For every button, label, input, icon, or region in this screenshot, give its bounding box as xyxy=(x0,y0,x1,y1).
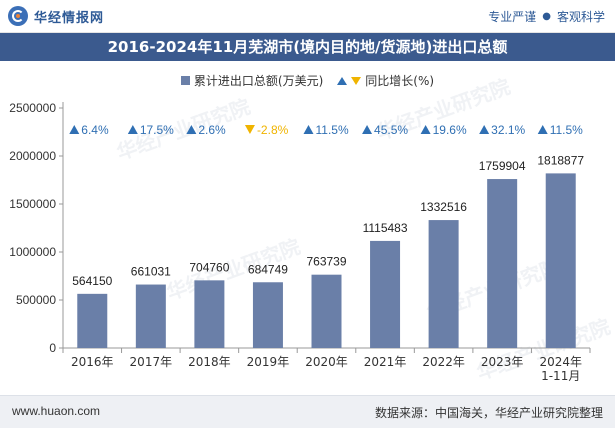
bar-value-label: 1759904 xyxy=(479,159,526,173)
brand-name: 华经情报网 xyxy=(34,10,105,26)
growth-label: 32.1% xyxy=(491,123,525,137)
bar-value-label: 763739 xyxy=(306,255,346,269)
growth-label: 6.4% xyxy=(81,123,109,137)
legend-item-total: 累计进出口总额(万美元) xyxy=(180,72,324,89)
growth-label: 19.6% xyxy=(433,123,467,137)
bar-value-label: 564150 xyxy=(72,274,112,288)
bar xyxy=(77,293,108,348)
bar xyxy=(252,282,283,348)
growth-label: -2.8% xyxy=(257,123,289,137)
bar xyxy=(428,220,459,348)
growth-up-arrow-icon xyxy=(303,125,314,134)
growth-up-arrow-icon xyxy=(186,125,197,134)
legend-down-arrow-icon xyxy=(351,76,362,85)
legend-item-growth: 同比增长(%) xyxy=(337,72,434,89)
bar-value-label: 661031 xyxy=(131,265,171,279)
tag-separator-dot-icon: ● xyxy=(542,11,551,22)
top-bar: 华经情报网 专业严谨 ● 客观科学 xyxy=(0,0,615,33)
bar xyxy=(135,284,166,348)
x-tick-label: 2020年 xyxy=(305,355,348,369)
x-tick-label: 1-11月 xyxy=(541,369,580,383)
growth-up-arrow-icon xyxy=(127,125,138,134)
growth-up-arrow-icon xyxy=(479,125,490,134)
y-tick-label: 2000000 xyxy=(9,149,56,163)
x-tick-label: 2022年 xyxy=(422,355,465,369)
x-tick-label: 2016年 xyxy=(71,355,114,369)
legend-label-growth: 同比增长(%) xyxy=(365,74,435,88)
growth-label: 17.5% xyxy=(140,123,174,137)
x-tick-label: 2019年 xyxy=(247,355,290,369)
y-tick-label: 0 xyxy=(49,341,56,355)
bar-value-label: 1818877 xyxy=(537,153,584,167)
growth-label: 11.5% xyxy=(550,123,583,137)
chart-title: 2016-2024年11月芜湖市(境内目的地/货源地)进出口总额 xyxy=(107,38,508,56)
header-tags: 专业严谨 ● 客观科学 xyxy=(488,8,605,25)
legend-label-total: 累计进出口总额(万美元) xyxy=(193,74,324,88)
bar-value-label: 1115483 xyxy=(363,221,408,235)
growth-label: 11.5% xyxy=(316,123,349,137)
x-tick-label: 2024年 xyxy=(539,355,582,369)
bar xyxy=(194,280,225,348)
y-tick-label: 1000000 xyxy=(9,245,56,259)
x-tick-label: 2017年 xyxy=(130,355,173,369)
growth-up-arrow-icon xyxy=(362,125,373,134)
bar-value-label: 704760 xyxy=(189,260,229,274)
bar xyxy=(370,240,401,348)
x-tick-label: 2021年 xyxy=(364,355,407,369)
bar xyxy=(545,173,576,348)
bar-value-label: 1332516 xyxy=(420,200,467,214)
y-tick-label: 2500000 xyxy=(9,101,56,115)
huajing-logo-icon xyxy=(8,6,28,26)
x-tick-label: 2018年 xyxy=(188,355,231,369)
growth-down-arrow-icon xyxy=(244,125,255,134)
tag-professional: 专业严谨 xyxy=(488,10,537,24)
chart-svg: 华经产业研究院华经产业研究院华经产业研究院华经产业研究院华经产业研究院05000… xyxy=(9,74,613,384)
bar xyxy=(311,274,342,348)
brand[interactable]: 华经情报网 xyxy=(8,6,104,26)
title-bar: 2016-2024年11月芜湖市(境内目的地/货源地)进出口总额 xyxy=(0,33,615,61)
footer-source: 数据来源：中国海关，华经产业研究院整理 xyxy=(374,406,603,420)
growth-up-arrow-icon xyxy=(420,125,431,134)
x-tick-label: 2023年 xyxy=(481,355,524,369)
bar-value-label: 684749 xyxy=(248,262,288,276)
bar xyxy=(487,179,518,348)
growth-label: 2.6% xyxy=(198,123,226,137)
footer: www.huaon.com 数据来源：中国海关，华经产业研究院整理 xyxy=(0,395,615,428)
y-tick-label: 500000 xyxy=(16,293,56,307)
tag-objective: 客观科学 xyxy=(556,10,605,24)
growth-up-arrow-icon xyxy=(537,125,548,134)
chart-legend: 累计进出口总额(万美元) 同比增长(%) xyxy=(0,72,615,89)
growth-up-arrow-icon xyxy=(69,125,80,134)
y-tick-label: 1500000 xyxy=(9,197,56,211)
footer-site-link[interactable]: www.huaon.com xyxy=(12,404,101,418)
legend-up-arrow-icon xyxy=(337,76,348,85)
legend-bar-swatch-icon xyxy=(180,76,190,85)
growth-label: 45.5% xyxy=(374,123,408,137)
